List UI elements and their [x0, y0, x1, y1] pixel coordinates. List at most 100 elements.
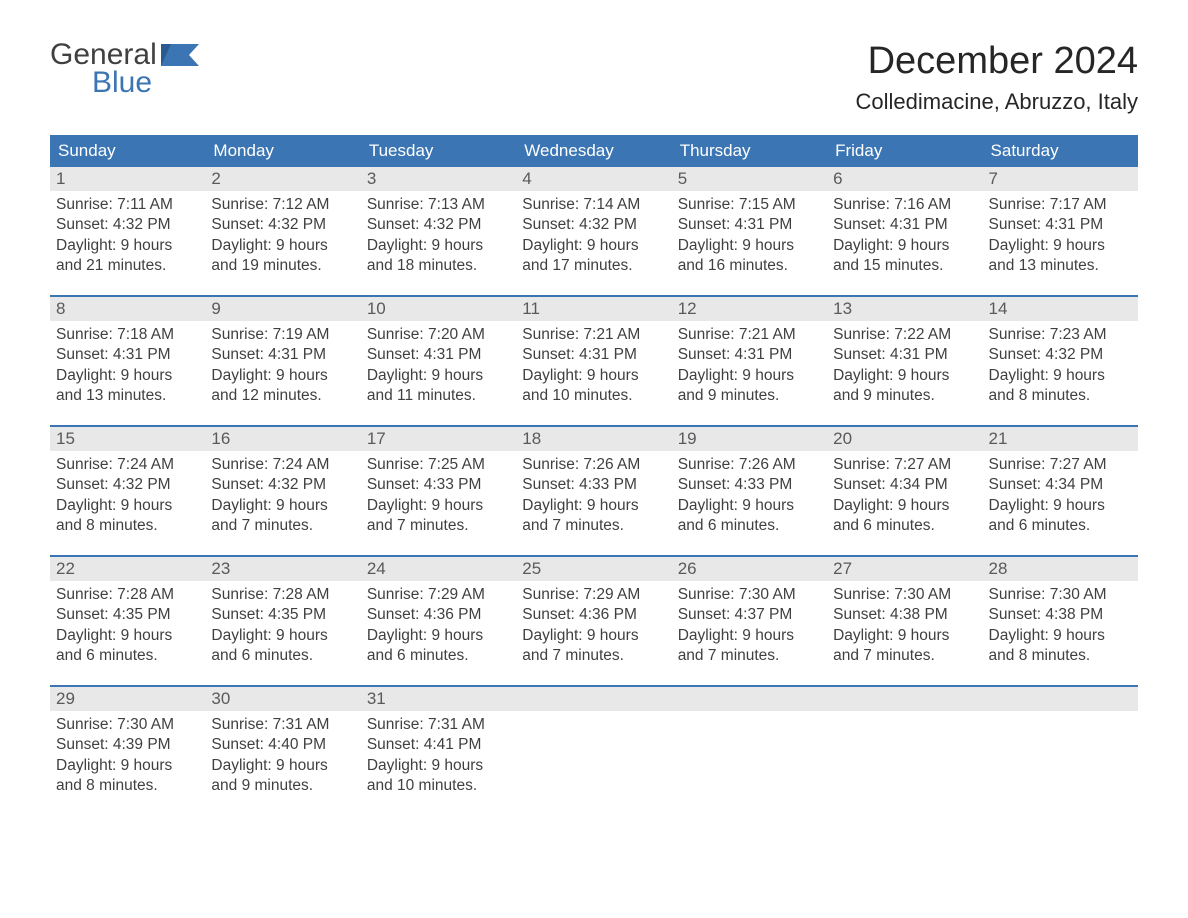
day-day1: Daylight: 9 hours — [211, 236, 354, 256]
day-sunrise: Sunrise: 7:24 AM — [211, 455, 354, 475]
day-sunrise: Sunrise: 7:15 AM — [678, 195, 821, 215]
day-body: Sunrise: 7:14 AMSunset: 4:32 PMDaylight:… — [516, 191, 671, 281]
day-number: 26 — [672, 557, 827, 581]
day-cell: 17Sunrise: 7:25 AMSunset: 4:33 PMDayligh… — [361, 427, 516, 555]
day-cell: 14Sunrise: 7:23 AMSunset: 4:32 PMDayligh… — [983, 297, 1138, 425]
day-cell: 12Sunrise: 7:21 AMSunset: 4:31 PMDayligh… — [672, 297, 827, 425]
day-number: 6 — [827, 167, 982, 191]
day-cell: 6Sunrise: 7:16 AMSunset: 4:31 PMDaylight… — [827, 167, 982, 295]
day-day2: and 21 minutes. — [56, 256, 199, 276]
day-number: 5 — [672, 167, 827, 191]
day-cell: 11Sunrise: 7:21 AMSunset: 4:31 PMDayligh… — [516, 297, 671, 425]
day-header: Saturday — [983, 135, 1138, 167]
day-sunrise: Sunrise: 7:31 AM — [211, 715, 354, 735]
day-number: 29 — [50, 687, 205, 711]
day-sunrise: Sunrise: 7:25 AM — [367, 455, 510, 475]
day-body: Sunrise: 7:30 AMSunset: 4:38 PMDaylight:… — [983, 581, 1138, 671]
weeks-container: 1Sunrise: 7:11 AMSunset: 4:32 PMDaylight… — [50, 167, 1138, 815]
day-body: Sunrise: 7:25 AMSunset: 4:33 PMDaylight:… — [361, 451, 516, 541]
day-number: 17 — [361, 427, 516, 451]
day-sunrise: Sunrise: 7:30 AM — [56, 715, 199, 735]
day-day1: Daylight: 9 hours — [367, 366, 510, 386]
day-number: 7 — [983, 167, 1138, 191]
day-sunrise: Sunrise: 7:29 AM — [522, 585, 665, 605]
day-number: 21 — [983, 427, 1138, 451]
day-day1: Daylight: 9 hours — [522, 236, 665, 256]
day-day2: and 17 minutes. — [522, 256, 665, 276]
day-cell: 22Sunrise: 7:28 AMSunset: 4:35 PMDayligh… — [50, 557, 205, 685]
day-number: 16 — [205, 427, 360, 451]
day-day2: and 6 minutes. — [833, 516, 976, 536]
day-body: Sunrise: 7:21 AMSunset: 4:31 PMDaylight:… — [516, 321, 671, 411]
day-cell: 3Sunrise: 7:13 AMSunset: 4:32 PMDaylight… — [361, 167, 516, 295]
day-day1: Daylight: 9 hours — [833, 496, 976, 516]
day-body: Sunrise: 7:29 AMSunset: 4:36 PMDaylight:… — [516, 581, 671, 671]
day-body: Sunrise: 7:20 AMSunset: 4:31 PMDaylight:… — [361, 321, 516, 411]
day-day1: Daylight: 9 hours — [678, 366, 821, 386]
day-cell: 9Sunrise: 7:19 AMSunset: 4:31 PMDaylight… — [205, 297, 360, 425]
day-cell: 5Sunrise: 7:15 AMSunset: 4:31 PMDaylight… — [672, 167, 827, 295]
day-sunrise: Sunrise: 7:30 AM — [989, 585, 1132, 605]
day-sunset: Sunset: 4:31 PM — [678, 215, 821, 235]
day-sunrise: Sunrise: 7:31 AM — [367, 715, 510, 735]
day-cell: 16Sunrise: 7:24 AMSunset: 4:32 PMDayligh… — [205, 427, 360, 555]
week-row: 22Sunrise: 7:28 AMSunset: 4:35 PMDayligh… — [50, 555, 1138, 685]
day-day2: and 8 minutes. — [56, 516, 199, 536]
day-header: Monday — [205, 135, 360, 167]
day-cell: 8Sunrise: 7:18 AMSunset: 4:31 PMDaylight… — [50, 297, 205, 425]
day-number: 18 — [516, 427, 671, 451]
day-sunset: Sunset: 4:32 PM — [522, 215, 665, 235]
day-day1: Daylight: 9 hours — [56, 756, 199, 776]
day-day1: Daylight: 9 hours — [833, 236, 976, 256]
day-number-empty — [983, 687, 1138, 711]
day-body: Sunrise: 7:28 AMSunset: 4:35 PMDaylight:… — [50, 581, 205, 671]
day-number: 3 — [361, 167, 516, 191]
day-number: 8 — [50, 297, 205, 321]
day-day2: and 18 minutes. — [367, 256, 510, 276]
day-number: 25 — [516, 557, 671, 581]
day-sunset: Sunset: 4:31 PM — [833, 215, 976, 235]
day-number: 23 — [205, 557, 360, 581]
day-day1: Daylight: 9 hours — [522, 366, 665, 386]
day-cell: 19Sunrise: 7:26 AMSunset: 4:33 PMDayligh… — [672, 427, 827, 555]
day-body: Sunrise: 7:11 AMSunset: 4:32 PMDaylight:… — [50, 191, 205, 281]
day-cell: 4Sunrise: 7:14 AMSunset: 4:32 PMDaylight… — [516, 167, 671, 295]
day-day2: and 11 minutes. — [367, 386, 510, 406]
day-body: Sunrise: 7:12 AMSunset: 4:32 PMDaylight:… — [205, 191, 360, 281]
day-sunset: Sunset: 4:32 PM — [211, 215, 354, 235]
logo: General Blue — [50, 40, 201, 98]
day-number: 31 — [361, 687, 516, 711]
day-day2: and 8 minutes. — [989, 646, 1132, 666]
day-sunrise: Sunrise: 7:27 AM — [989, 455, 1132, 475]
day-body: Sunrise: 7:24 AMSunset: 4:32 PMDaylight:… — [50, 451, 205, 541]
day-sunset: Sunset: 4:31 PM — [678, 345, 821, 365]
day-cell: 28Sunrise: 7:30 AMSunset: 4:38 PMDayligh… — [983, 557, 1138, 685]
day-header: Sunday — [50, 135, 205, 167]
day-day1: Daylight: 9 hours — [367, 236, 510, 256]
day-day1: Daylight: 9 hours — [833, 366, 976, 386]
day-cell — [672, 687, 827, 815]
day-sunset: Sunset: 4:31 PM — [522, 345, 665, 365]
day-sunrise: Sunrise: 7:30 AM — [678, 585, 821, 605]
day-number: 15 — [50, 427, 205, 451]
day-sunrise: Sunrise: 7:21 AM — [678, 325, 821, 345]
day-body: Sunrise: 7:21 AMSunset: 4:31 PMDaylight:… — [672, 321, 827, 411]
day-header: Friday — [827, 135, 982, 167]
day-sunrise: Sunrise: 7:12 AM — [211, 195, 354, 215]
day-sunset: Sunset: 4:32 PM — [211, 475, 354, 495]
day-sunset: Sunset: 4:34 PM — [833, 475, 976, 495]
day-day2: and 7 minutes. — [678, 646, 821, 666]
day-body: Sunrise: 7:26 AMSunset: 4:33 PMDaylight:… — [672, 451, 827, 541]
day-number-empty — [827, 687, 982, 711]
day-number: 28 — [983, 557, 1138, 581]
day-sunset: Sunset: 4:33 PM — [522, 475, 665, 495]
day-number-empty — [516, 687, 671, 711]
day-header-row: SundayMondayTuesdayWednesdayThursdayFrid… — [50, 135, 1138, 167]
title-block: December 2024 Colledimacine, Abruzzo, It… — [856, 40, 1138, 115]
day-number: 13 — [827, 297, 982, 321]
day-number: 22 — [50, 557, 205, 581]
day-sunrise: Sunrise: 7:27 AM — [833, 455, 976, 475]
week-row: 1Sunrise: 7:11 AMSunset: 4:32 PMDaylight… — [50, 167, 1138, 295]
day-cell — [516, 687, 671, 815]
day-day1: Daylight: 9 hours — [367, 496, 510, 516]
